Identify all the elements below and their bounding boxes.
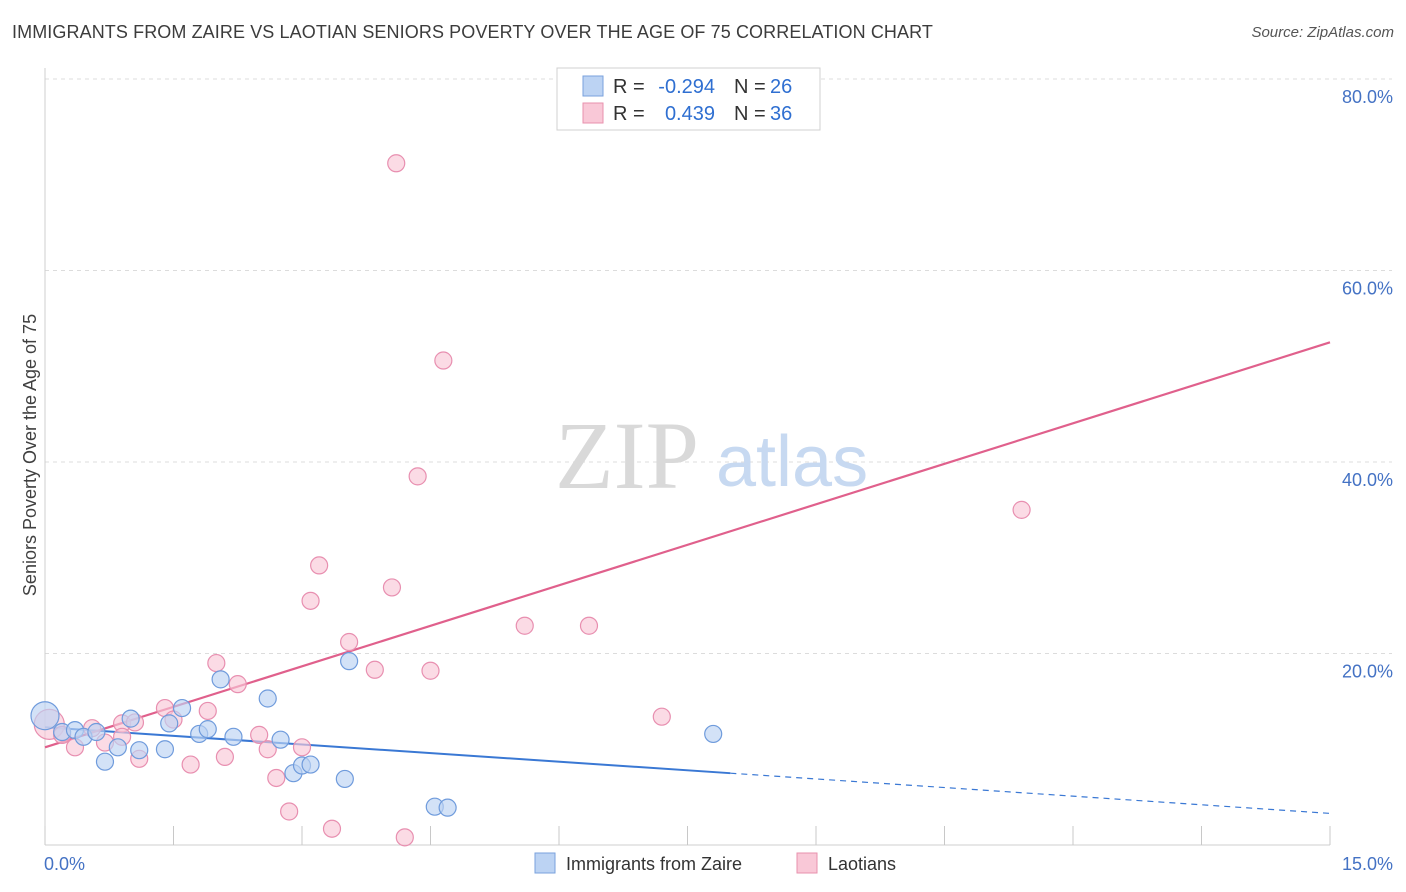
point-laotians	[301, 591, 320, 610]
point-laotians	[267, 768, 286, 788]
point-laotians	[365, 660, 384, 679]
stats-r-value-1: -0.294	[658, 76, 715, 98]
legend-label-zaire: Immigrants from Zaire	[566, 854, 742, 874]
point-zaire	[172, 698, 192, 718]
x-tick-labels: 0.0% 15.0%	[44, 854, 1393, 874]
point-laotians	[515, 616, 534, 635]
source-label: Source: ZipAtlas.com	[1251, 24, 1394, 41]
trend-line-zaire	[44, 726, 731, 775]
y-tick-labels: 20.0% 40.0% 60.0% 80.0%	[1342, 87, 1393, 682]
point-zaire	[704, 724, 723, 744]
trend-line-zaire-extension	[730, 772, 1331, 815]
stats-swatch-laotians	[582, 102, 604, 124]
point-zaire	[438, 798, 457, 817]
point-zaire	[155, 740, 175, 759]
point-laotians	[280, 802, 299, 821]
point-zaire	[160, 714, 179, 733]
point-laotians	[215, 747, 234, 767]
stats-swatch-zaire	[582, 75, 604, 97]
legend-swatch-zaire	[534, 852, 556, 874]
point-zaire	[301, 755, 320, 774]
point-laotians	[322, 819, 342, 838]
y-tick-label: 40.0%	[1342, 470, 1393, 490]
stats-r-label-2: R =	[613, 103, 645, 125]
axes	[44, 68, 1331, 846]
point-laotians	[198, 701, 217, 721]
stats-r-label-1: R =	[613, 76, 645, 98]
point-laotians	[258, 740, 277, 759]
chart-title: IMMIGRANTS FROM ZAIRE VS LAOTIAN SENIORS…	[12, 22, 933, 42]
stats-n-label-2: N =	[734, 103, 766, 125]
point-zaire	[130, 741, 149, 760]
stats-n-label-1: N =	[734, 76, 766, 98]
point-laotians	[421, 661, 440, 680]
point-zaire	[340, 652, 359, 671]
series-legend: Immigrants from Zaire Laotians	[534, 852, 896, 874]
point-zaire	[87, 722, 106, 742]
stats-r-value-2: 0.439	[665, 103, 715, 125]
point-zaire	[30, 701, 60, 731]
y-tick-label: 20.0%	[1342, 662, 1393, 682]
point-laotians	[340, 632, 359, 652]
watermark-atlas: atlas	[716, 422, 868, 502]
point-laotians	[207, 653, 226, 673]
point-zaire	[95, 752, 115, 771]
point-zaire	[335, 769, 354, 789]
trend-line-laotians	[44, 341, 1331, 749]
point-zaire	[198, 720, 217, 739]
legend-swatch-laotians	[796, 852, 818, 874]
point-zaire	[271, 730, 290, 749]
point-zaire	[121, 709, 140, 728]
scatter-points	[30, 154, 1031, 847]
point-laotians	[387, 154, 406, 173]
y-tick-label: 60.0%	[1342, 279, 1393, 299]
point-laotians	[579, 616, 599, 635]
point-laotians	[395, 828, 414, 847]
point-laotians	[382, 578, 402, 597]
watermark-zip: ZIP	[555, 402, 699, 509]
point-zaire	[108, 738, 127, 757]
stats-n-value-1: 26	[770, 76, 792, 98]
point-laotians	[228, 675, 247, 694]
y-axis-label: Seniors Poverty Over the Age of 75	[20, 314, 40, 596]
legend-label-laotians: Laotians	[828, 854, 896, 874]
point-zaire	[258, 689, 277, 708]
x-tick-label: 0.0%	[44, 854, 85, 874]
stats-n-value-2: 36	[770, 103, 792, 125]
point-laotians	[1012, 500, 1031, 519]
grid-lines	[45, 78, 1392, 654]
trend-lines	[44, 341, 1331, 815]
point-laotians	[652, 707, 671, 726]
point-laotians	[310, 556, 329, 575]
point-zaire	[224, 727, 243, 746]
point-laotians	[408, 467, 427, 486]
point-laotians	[292, 738, 312, 757]
point-laotians	[434, 351, 453, 370]
point-laotians	[250, 725, 269, 744]
stats-legend: R = -0.294 N = 26 R = 0.439 N = 36	[556, 67, 821, 131]
y-tick-label: 80.0%	[1342, 87, 1393, 107]
point-laotians	[181, 755, 200, 774]
x-tick-label: 15.0%	[1342, 854, 1393, 874]
point-zaire	[211, 670, 230, 689]
